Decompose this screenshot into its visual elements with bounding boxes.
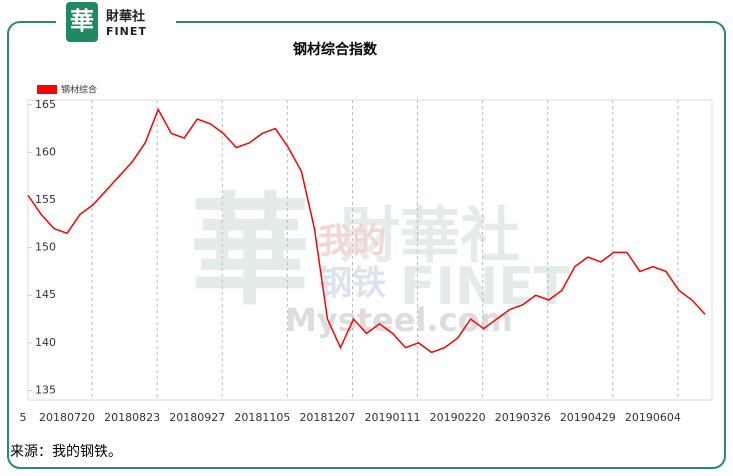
frame — [7, 21, 726, 469]
y-tick-label: 150 — [35, 241, 56, 254]
x-tick-label: 20190429 — [560, 411, 616, 424]
y-tick-label: 165 — [35, 98, 56, 111]
legend-swatch — [37, 85, 57, 94]
x-tick-label: 20181207 — [299, 411, 355, 424]
x-tick-label: 20180823 — [104, 411, 160, 424]
logo-sub: FINET — [106, 25, 147, 38]
plot-area — [27, 99, 713, 401]
watermark: FINET — [400, 257, 570, 317]
y-tick-label: 140 — [35, 336, 56, 349]
legend-label: 钢材综合 — [61, 84, 97, 96]
logo-name: 財華社 — [105, 9, 145, 25]
x-tick-label: 20180927 — [169, 411, 225, 424]
watermark: Mysteel.com — [285, 301, 513, 339]
logo-box — [66, 2, 98, 42]
y-tick-label: 160 — [35, 145, 56, 158]
x-tick-label: 20180720 — [39, 411, 95, 424]
x-tick-label: 20190220 — [430, 411, 486, 424]
x-tick-label: 20190111 — [365, 411, 421, 424]
x-tick-label: 20190326 — [495, 411, 551, 424]
data-line — [27, 107, 706, 354]
chart-title: 钢材综合指数 — [293, 41, 378, 58]
y-tick-label: 145 — [35, 288, 56, 301]
watermark: 財華社 — [340, 202, 520, 272]
y-tick-label: 135 — [35, 383, 56, 396]
x-tick-label: 20190604 — [625, 411, 681, 424]
watermark: 華 — [190, 183, 310, 322]
source: 来源：我的钢铁。 — [10, 444, 122, 460]
logo-mark: 華 — [70, 7, 94, 35]
x-tick-label: 20181105 — [234, 411, 290, 424]
y-tick-label: 155 — [35, 193, 56, 206]
x-tick-label: 5 — [20, 411, 27, 424]
